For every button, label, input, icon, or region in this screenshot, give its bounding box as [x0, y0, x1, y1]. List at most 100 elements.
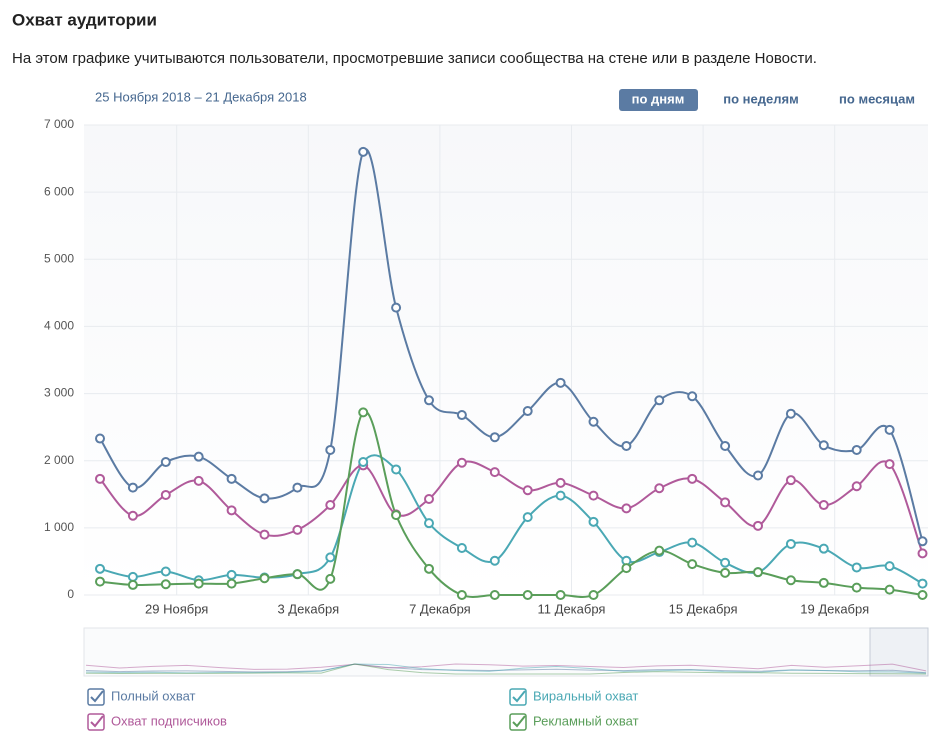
y-tick-label: 6 000	[44, 184, 74, 198]
point	[753, 567, 763, 578]
point	[851, 444, 862, 455]
point	[160, 579, 171, 590]
point	[489, 555, 500, 566]
point	[325, 552, 336, 563]
point	[588, 590, 599, 600]
point	[884, 459, 895, 470]
point	[424, 395, 434, 406]
point	[95, 433, 105, 444]
point	[325, 500, 336, 511]
point	[127, 482, 138, 493]
point	[818, 543, 829, 554]
legend-check	[90, 715, 104, 728]
x-tick-label: 11 Декабря	[538, 601, 606, 616]
x-tick-label: 15 Декабря	[669, 601, 738, 616]
point	[456, 457, 467, 468]
point	[522, 512, 533, 523]
point	[687, 473, 698, 484]
point	[456, 543, 467, 553]
point	[95, 576, 105, 587]
point	[753, 470, 763, 481]
legend-checkbox[interactable]	[509, 713, 527, 731]
point	[160, 457, 171, 468]
point	[522, 485, 533, 496]
y-tick-label: 0	[67, 587, 74, 601]
point	[456, 410, 467, 421]
navigator-window[interactable]	[869, 627, 929, 677]
point	[424, 518, 434, 529]
series-line	[99, 454, 923, 585]
point	[687, 559, 698, 570]
point	[621, 440, 632, 451]
point	[785, 575, 796, 586]
point	[193, 578, 204, 589]
navigator-line	[85, 663, 927, 674]
point	[127, 571, 138, 582]
legend-check	[90, 690, 104, 703]
y-tick-label: 5 000	[44, 251, 74, 265]
button[interactable]: по неделям	[723, 91, 798, 106]
x-tick-label: 19 Декабря	[800, 601, 869, 616]
point	[358, 146, 369, 157]
point	[588, 516, 599, 527]
point	[851, 582, 862, 593]
point	[226, 578, 237, 589]
point	[292, 569, 303, 580]
point	[358, 457, 369, 468]
description: На этом графике учитываются пользователи…	[12, 50, 817, 67]
point	[621, 503, 632, 514]
point	[884, 561, 895, 572]
point	[226, 505, 237, 516]
point	[127, 579, 138, 590]
active-button-bg	[619, 89, 698, 111]
navigator	[83, 627, 929, 677]
point	[456, 590, 467, 600]
legend-check	[512, 690, 526, 703]
point	[325, 573, 336, 584]
point	[785, 538, 796, 549]
point	[358, 407, 369, 418]
point	[687, 537, 698, 548]
point	[588, 416, 599, 427]
point	[720, 497, 731, 508]
legend-checkbox[interactable]	[87, 713, 105, 731]
point	[95, 473, 105, 484]
point	[489, 590, 500, 600]
point	[917, 548, 928, 559]
point	[654, 395, 665, 406]
legend-check	[512, 715, 526, 728]
point	[720, 557, 731, 568]
point	[292, 482, 303, 493]
point	[851, 562, 862, 573]
point	[654, 483, 665, 494]
point	[753, 520, 763, 531]
point	[391, 302, 402, 313]
y-tick-label: 3 000	[44, 386, 74, 400]
x-tick-label: 3 Декабря	[277, 601, 339, 616]
point	[917, 590, 928, 600]
button[interactable]: по дням	[632, 91, 685, 106]
point	[160, 566, 171, 577]
point	[391, 510, 402, 521]
legend-label: Охват подписчиков	[111, 713, 227, 728]
button[interactable]: по месяцам	[839, 91, 915, 106]
point	[522, 590, 533, 600]
y-tick-label: 7 000	[44, 117, 74, 131]
point	[259, 529, 270, 540]
legend-checkbox[interactable]	[87, 688, 105, 706]
point	[818, 500, 829, 511]
point	[785, 408, 796, 419]
point	[720, 440, 731, 451]
point	[785, 475, 796, 486]
legend-checkbox[interactable]	[509, 688, 527, 706]
legend-label: Рекламный охват	[533, 713, 639, 728]
point	[555, 590, 566, 600]
y-tick-label: 4 000	[44, 319, 74, 333]
point	[917, 578, 928, 589]
y-tick-label: 2 000	[44, 453, 74, 467]
point	[818, 440, 829, 451]
point	[160, 489, 171, 500]
point	[95, 563, 105, 574]
